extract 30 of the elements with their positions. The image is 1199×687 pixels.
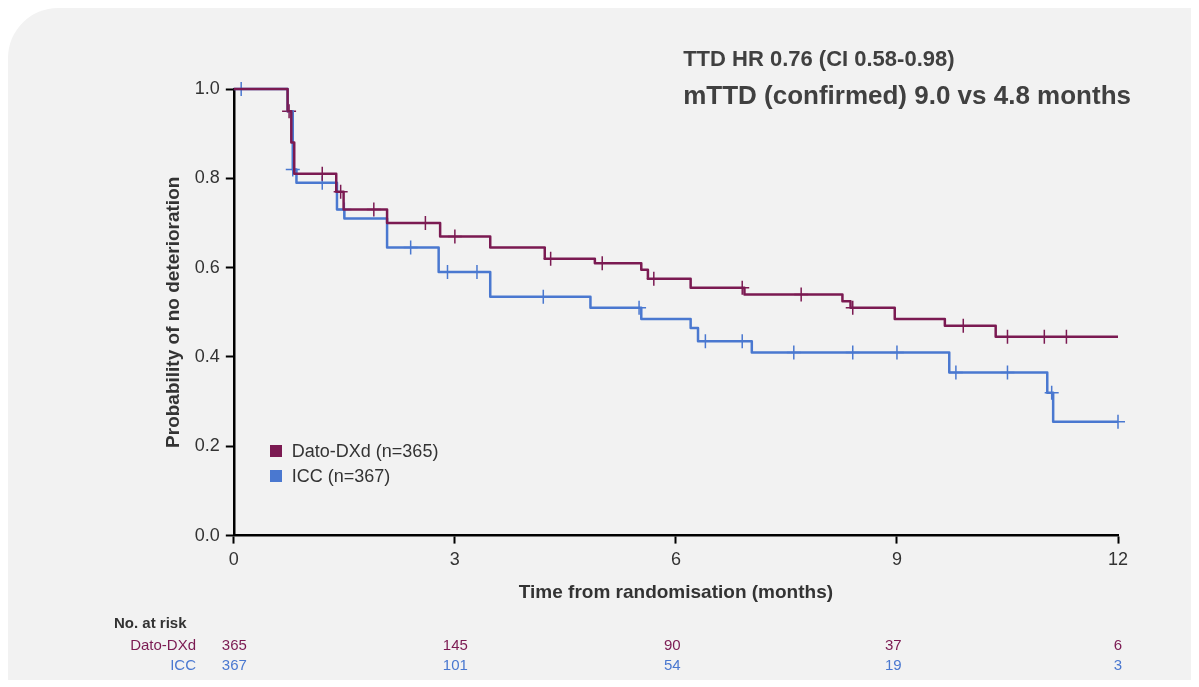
- text: No. at risk: [114, 614, 187, 631]
- text: 54: [663, 656, 681, 673]
- text: 101: [442, 656, 468, 673]
- x-tick-label: 9: [891, 549, 902, 570]
- y-tick-label: 0.6: [194, 256, 220, 277]
- text: 145: [442, 636, 468, 653]
- y-tick-label: 0.2: [194, 435, 220, 456]
- x-tick-label: 3: [449, 549, 460, 570]
- x-tick-label: 6: [670, 549, 681, 570]
- text: 367: [221, 656, 247, 673]
- x-tick-label: 12: [1107, 549, 1129, 570]
- y-tick-label: 0.0: [194, 524, 220, 545]
- x-axis-title: Time from randomisation (months): [518, 580, 834, 602]
- text: 37: [884, 636, 902, 653]
- x-tick-label: 0: [228, 549, 239, 570]
- text: 3: [1113, 656, 1122, 673]
- annotation: mTTD (confirmed) 9.0 vs 4.8 months: [683, 80, 1131, 111]
- legend-label: ICC (n=367): [291, 465, 391, 487]
- text: TTD HR 0.76 (CI 0.58-0.98): [683, 46, 956, 72]
- legend-label: Dato-DXd (n=365): [291, 440, 439, 462]
- text: 365: [221, 636, 247, 653]
- text: Dato-DXd: [130, 636, 196, 653]
- text: ICC: [170, 656, 196, 673]
- y-axis-title: Probability of no deterioration: [161, 176, 183, 448]
- text: 90: [663, 636, 681, 653]
- y-tick-label: 0.8: [194, 167, 220, 188]
- y-tick-label: 1.0: [194, 77, 220, 98]
- text: 19: [884, 656, 902, 673]
- y-tick-label: 0.4: [194, 345, 220, 366]
- text: 6: [1113, 636, 1122, 653]
